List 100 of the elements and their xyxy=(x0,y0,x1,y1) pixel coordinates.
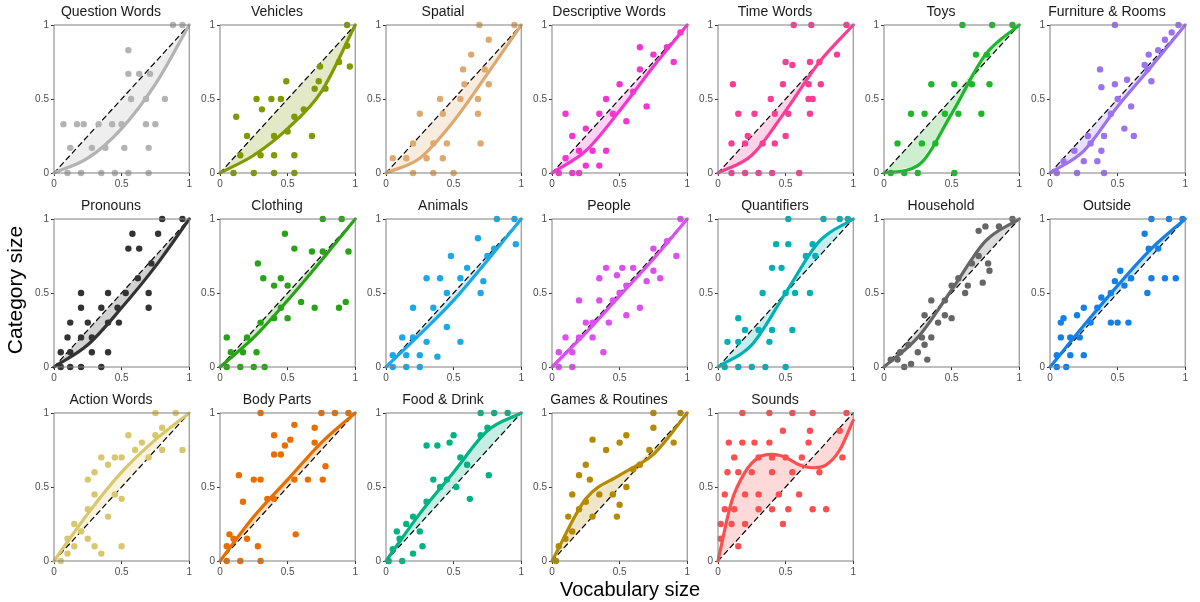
y-tick-label: 1 xyxy=(43,18,50,30)
y-tick-label: 0.5 xyxy=(865,286,880,298)
y-tick-label: 0 xyxy=(707,360,714,372)
x-tick-label: 0 xyxy=(383,565,390,577)
x-tick-label: 1 xyxy=(1016,371,1023,383)
x-tick-label: 0.5 xyxy=(612,177,627,189)
y-tick-label: 1 xyxy=(1039,18,1046,30)
y-tick-label: 1 xyxy=(541,406,548,418)
x-tick-label: 0.5 xyxy=(446,371,461,383)
y-tick-label: 0.5 xyxy=(533,480,548,492)
x-tick-label: 0 xyxy=(217,565,224,577)
y-tick-label: 1 xyxy=(707,212,714,224)
y-tick-label: 0.5 xyxy=(367,480,382,492)
chart-title: Animals xyxy=(418,196,468,213)
x-tick-label: 0.5 xyxy=(612,565,627,577)
y-tick-label: 0.5 xyxy=(1031,286,1046,298)
y-tick-label: 1 xyxy=(541,212,548,224)
y-tick-label: 0.5 xyxy=(367,286,382,298)
x-tick-label: 1 xyxy=(850,371,857,383)
y-tick-label: 1 xyxy=(43,212,50,224)
chart-title: Food & Drink xyxy=(402,390,485,407)
chart-title: Action Words xyxy=(69,390,153,407)
y-tick-label: 0.5 xyxy=(699,480,714,492)
y-tick-label: 0.5 xyxy=(201,480,216,492)
x-tick-label: 1 xyxy=(684,177,691,189)
y-tick-label: 0 xyxy=(873,166,880,178)
chart-title: Spatial xyxy=(421,2,465,19)
x-tick-label: 1 xyxy=(518,177,525,189)
y-tick-label: 0.5 xyxy=(367,92,382,104)
y-tick-label: 0 xyxy=(209,554,216,566)
chart-title: Vehicles xyxy=(250,2,304,19)
x-tick-label: 0.5 xyxy=(612,371,627,383)
x-tick-label: 0.5 xyxy=(446,177,461,189)
x-tick-label: 1 xyxy=(518,565,525,577)
y-tick-label: 1 xyxy=(873,18,880,30)
chart-title: Outside xyxy=(1082,196,1132,213)
y-tick-label: 0.5 xyxy=(699,92,714,104)
x-tick-label: 0.5 xyxy=(446,565,461,577)
y-tick-label: 0 xyxy=(1039,166,1046,178)
x-tick-label: 1 xyxy=(1182,177,1189,189)
x-tick-label: 1 xyxy=(1016,177,1023,189)
y-tick-label: 0 xyxy=(541,554,548,566)
x-tick-label: 0.5 xyxy=(944,177,959,189)
x-tick-label: 0.5 xyxy=(280,565,295,577)
x-tick-label: 1 xyxy=(684,565,691,577)
x-tick-label: 0 xyxy=(1047,371,1054,383)
y-tick-label: 0 xyxy=(375,360,382,372)
x-tick-label: 0.5 xyxy=(114,565,129,577)
x-tick-label: 0 xyxy=(715,371,722,383)
chart-title: Time Words xyxy=(737,2,813,19)
y-tick-label: 0.5 xyxy=(533,92,548,104)
x-tick-label: 0 xyxy=(51,371,58,383)
y-tick-label: 1 xyxy=(375,212,382,224)
x-tick-label: 0 xyxy=(383,177,390,189)
x-tick-label: 0.5 xyxy=(944,371,959,383)
y-tick-label: 0.5 xyxy=(35,480,50,492)
x-tick-label: 0 xyxy=(217,371,224,383)
y-tick-label: 0.5 xyxy=(699,286,714,298)
y-tick-label: 1 xyxy=(707,18,714,30)
x-tick-label: 1 xyxy=(186,565,193,577)
x-tick-label: 0.5 xyxy=(114,371,129,383)
x-tick-label: 0 xyxy=(51,565,58,577)
x-tick-label: 0 xyxy=(383,371,390,383)
y-tick-label: 1 xyxy=(1039,212,1046,224)
x-tick-label: 0.5 xyxy=(280,177,295,189)
y-tick-label: 0 xyxy=(873,360,880,372)
x-tick-label: 0 xyxy=(881,371,888,383)
y-tick-label: 0 xyxy=(541,166,548,178)
x-tick-label: 0 xyxy=(881,177,888,189)
y-tick-label: 0 xyxy=(707,554,714,566)
x-tick-label: 1 xyxy=(684,371,691,383)
chart-title: Sounds xyxy=(751,390,799,407)
x-tick-label: 0 xyxy=(549,565,556,577)
x-tick-label: 1 xyxy=(186,371,193,383)
y-tick-label: 0 xyxy=(707,166,714,178)
chart-title: Toys xyxy=(926,2,956,19)
x-tick-label: 0.5 xyxy=(778,371,793,383)
y-tick-label: 0 xyxy=(209,360,216,372)
chart-title: Household xyxy=(907,196,975,213)
x-tick-label: 0.5 xyxy=(1110,371,1125,383)
y-tick-label: 1 xyxy=(209,212,216,224)
y-tick-label: 1 xyxy=(375,18,382,30)
y-tick-label: 0.5 xyxy=(1031,92,1046,104)
x-tick-label: 0 xyxy=(1047,177,1054,189)
x-tick-label: 0.5 xyxy=(114,177,129,189)
x-tick-label: 0 xyxy=(715,565,722,577)
x-tick-label: 0 xyxy=(549,371,556,383)
y-tick-label: 0.5 xyxy=(35,92,50,104)
y-tick-label: 0.5 xyxy=(533,286,548,298)
chart-title: Quantifiers xyxy=(741,196,809,213)
y-tick-label: 1 xyxy=(209,18,216,30)
chart-title: Clothing xyxy=(251,196,303,213)
y-tick-label: 0 xyxy=(375,166,382,178)
x-tick-label: 0 xyxy=(715,177,722,189)
chart-title: Body Parts xyxy=(242,390,312,407)
x-tick-label: 0.5 xyxy=(778,177,793,189)
x-tick-label: 0.5 xyxy=(778,565,793,577)
x-tick-label: 1 xyxy=(850,565,857,577)
y-axis-title: Category size xyxy=(3,225,27,355)
y-tick-label: 0 xyxy=(375,554,382,566)
